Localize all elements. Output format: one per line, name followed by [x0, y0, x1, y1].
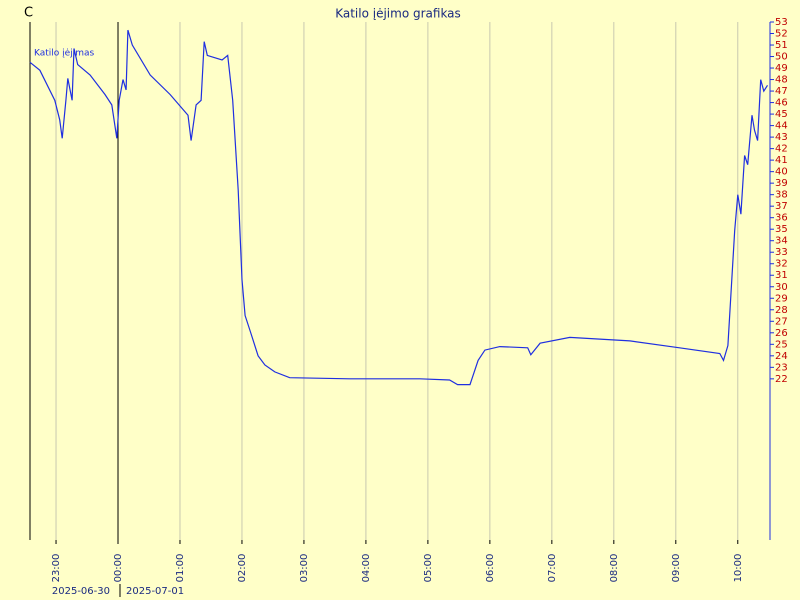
data-line — [29, 29, 769, 386]
y-tick-label: 22 — [775, 374, 788, 385]
x-tick-label: 01:00 — [175, 554, 186, 583]
y-tick-label: 32 — [775, 259, 788, 270]
x-tick-label: 05:00 — [423, 554, 434, 583]
x-tick-label: 07:00 — [547, 554, 558, 583]
y-tick-label: 49 — [775, 63, 788, 74]
x-tick-label: 02:00 — [237, 554, 248, 583]
y-tick-label: 37 — [775, 201, 788, 212]
y-tick-label: 42 — [775, 144, 788, 155]
x-tick-label: 10:00 — [733, 554, 744, 583]
legend-label: Katilo įėjimas — [34, 49, 94, 59]
y-tick-label: 24 — [775, 351, 788, 362]
y-tick-label: 47 — [775, 86, 788, 97]
y-tick-label: 41 — [775, 155, 788, 166]
y-tick-label: 36 — [775, 213, 788, 224]
date-label: 2025-06-30 — [52, 586, 110, 597]
chart-title: Katilo įėjimo grafikas — [335, 7, 461, 21]
y-tick-label: 35 — [775, 224, 788, 235]
y-tick-label: 28 — [775, 305, 788, 316]
y-tick-label: 38 — [775, 190, 788, 201]
date-label: 2025-07-01 — [126, 586, 184, 597]
y-tick-label: 27 — [775, 316, 788, 327]
y-tick-label: 30 — [775, 282, 788, 293]
y-tick-label: 34 — [775, 236, 788, 247]
y-tick-label: 45 — [775, 109, 788, 120]
y-tick-label: 44 — [775, 121, 788, 132]
y-tick-label: 40 — [775, 167, 788, 178]
y-tick-label: 25 — [775, 339, 788, 350]
y-tick-label: 39 — [775, 178, 788, 189]
x-tick-label: 04:00 — [361, 554, 372, 583]
y-tick-label: 43 — [775, 132, 788, 143]
y-tick-label: 52 — [775, 29, 788, 40]
x-tick-label: 08:00 — [609, 554, 620, 583]
y-tick-label: 51 — [775, 40, 788, 51]
x-tick-label: 03:00 — [299, 554, 310, 583]
y-tick-label: 23 — [775, 362, 788, 373]
x-tick-label: 06:00 — [485, 554, 496, 583]
x-tick-label: 23:00 — [51, 554, 62, 583]
x-tick-label: 00:00 — [113, 554, 124, 583]
x-tick-label: 09:00 — [671, 554, 682, 583]
y-tick-label: 29 — [775, 293, 788, 304]
y-tick-label: 26 — [775, 328, 788, 339]
y-tick-label: 50 — [775, 52, 788, 63]
y-tick-label: 48 — [775, 75, 788, 86]
y-tick-label: 53 — [775, 17, 788, 28]
y-tick-label: 46 — [775, 98, 788, 109]
y-tick-label: 33 — [775, 247, 788, 258]
y-axis-label: C — [24, 6, 33, 21]
y-tick-label: 31 — [775, 270, 788, 281]
